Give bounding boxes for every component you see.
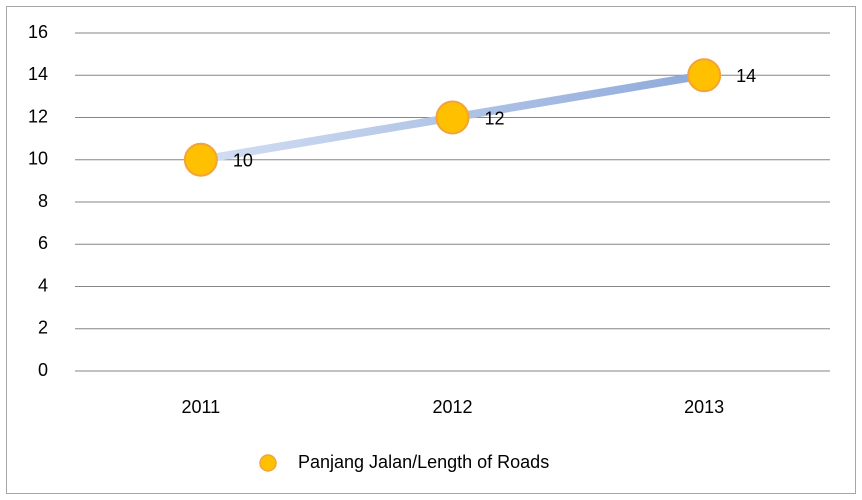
y-tick-label: 6: [38, 233, 48, 253]
legend-label: Panjang Jalan/Length of Roads: [298, 452, 549, 472]
x-tick-label: 2013: [684, 397, 724, 417]
y-tick-label: 8: [38, 191, 48, 211]
legend-marker: [259, 454, 277, 472]
y-tick-label: 0: [38, 360, 48, 380]
y-tick-label: 4: [38, 275, 48, 295]
data-label: 14: [736, 66, 756, 86]
y-tick-label: 14: [28, 64, 48, 84]
y-tick-label: 2: [38, 318, 48, 338]
data-label: 12: [485, 108, 505, 128]
chart-frame: [6, 6, 856, 494]
y-tick-label: 10: [28, 149, 48, 169]
marker: [435, 100, 470, 135]
y-tick-label: 16: [28, 22, 48, 42]
y-tick-label: 12: [28, 106, 48, 126]
data-label: 10: [233, 151, 253, 171]
x-tick-label: 2011: [181, 397, 220, 417]
marker: [183, 142, 218, 177]
x-tick-label: 2012: [432, 397, 472, 417]
marker: [687, 58, 722, 93]
